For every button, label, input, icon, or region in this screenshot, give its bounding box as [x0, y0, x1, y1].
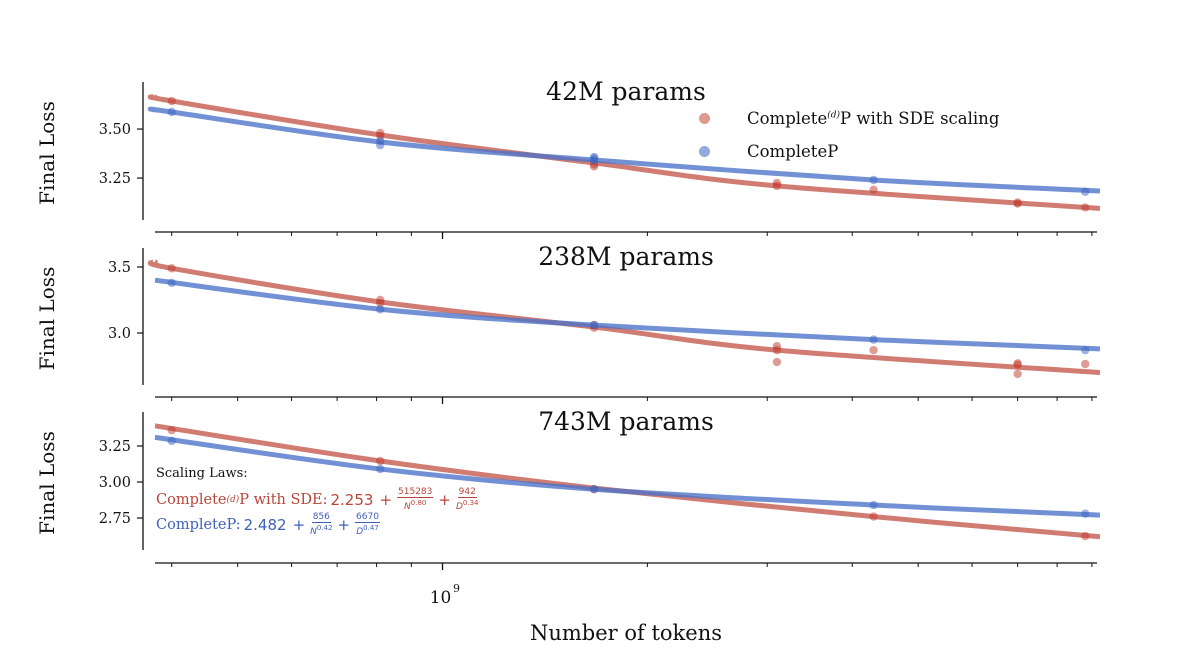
data-point-sde: [589, 162, 599, 171]
y-tick-label: 3.5: [108, 260, 131, 276]
data-point-completep: [869, 500, 878, 510]
scaling-law-sde: Complete (d) P with SDE: 2.253 +515283 N0.80…: [156, 487, 479, 512]
y-tick-label: 3.50: [99, 122, 131, 138]
x-axis-label: Number of tokens: [530, 621, 722, 645]
x-tick-label-exponent: 9: [453, 582, 460, 595]
data-point-completep: [167, 278, 176, 288]
legend-marker-completep: [699, 146, 710, 157]
fraction-term: 942 D0.34: [455, 487, 479, 512]
data-point-sde: [167, 96, 176, 106]
data-point-sde: [869, 512, 878, 521]
data-point-sde: [772, 345, 782, 355]
data-point-sde: [376, 456, 385, 466]
data-point-completep: [1081, 509, 1090, 518]
fraction-term: 856 N0.42: [310, 512, 333, 537]
panel-title: 743M params: [538, 407, 714, 436]
y-tick-label: 3.25: [99, 439, 131, 455]
data-point-completep: [589, 154, 599, 163]
legend-item-sde: Complete(d)P with SDE scaling: [696, 102, 999, 135]
legend-label-sde: Complete(d)P with SDE scaling: [747, 109, 1000, 128]
y-tick-label: 3.0: [108, 326, 131, 342]
data-point-sde: [1081, 359, 1090, 369]
panel-title: 238M params: [538, 242, 714, 271]
scaling-laws-annotation: Scaling Laws: Complete (d) P with SDE: 2.2…: [156, 466, 481, 537]
data-point-sde: [1013, 198, 1022, 207]
panel-title: 42M params: [546, 77, 706, 106]
legend-label-completep: CompleteP: [747, 142, 839, 161]
data-point-sde: [376, 298, 385, 308]
y-tick-label: 3.00: [99, 475, 131, 491]
data-point-completep: [167, 436, 176, 446]
y-axis-label: Final Loss: [35, 267, 59, 371]
y-tick-label: 3.25: [99, 171, 131, 187]
data-point-completep: [376, 136, 385, 146]
fraction-term: 6670 D0.47: [355, 512, 380, 537]
fraction-term: 515283 N0.80: [397, 487, 434, 512]
scaling-laws-title: Scaling Laws:: [156, 466, 248, 481]
data-point-completep: [869, 175, 878, 185]
legend: Complete(d)P with SDE scaling CompleteP: [696, 102, 999, 168]
data-point-completep: [167, 107, 176, 117]
data-point-completep: [376, 464, 385, 474]
data-point-completep: [376, 305, 385, 314]
legend-item-completep: CompleteP: [696, 135, 999, 168]
legend-marker-sde: [699, 113, 710, 124]
data-point-completep: [589, 485, 599, 494]
data-point-sde: [167, 425, 176, 435]
data-point-completep: [1081, 187, 1090, 196]
data-point-sde: [869, 345, 878, 355]
fit-curve-sde: [147, 259, 1101, 376]
data-point-sde: [869, 185, 878, 195]
data-point-sde: [1081, 203, 1090, 212]
data-point-sde: [1013, 360, 1022, 369]
scaling-law-completep: CompleteP: 2.482 +856 N0.42 +6670 D0.47: [156, 512, 380, 537]
data-point-completep: [1081, 345, 1090, 355]
data-point-sde: [772, 181, 782, 191]
x-tick-label: 10: [430, 588, 452, 608]
y-tick-label: 2.75: [99, 511, 131, 527]
data-point-sde: [1013, 369, 1022, 379]
data-point-sde: [772, 357, 782, 367]
data-point-sde: [167, 264, 176, 273]
fit-curve-completep: [147, 106, 1101, 194]
data-point-completep: [869, 335, 878, 344]
y-axis-label: Final Loss: [35, 431, 59, 535]
data-point-sde: [1081, 531, 1090, 541]
data-point-completep: [589, 320, 599, 330]
y-axis-label: Final Loss: [35, 101, 59, 205]
